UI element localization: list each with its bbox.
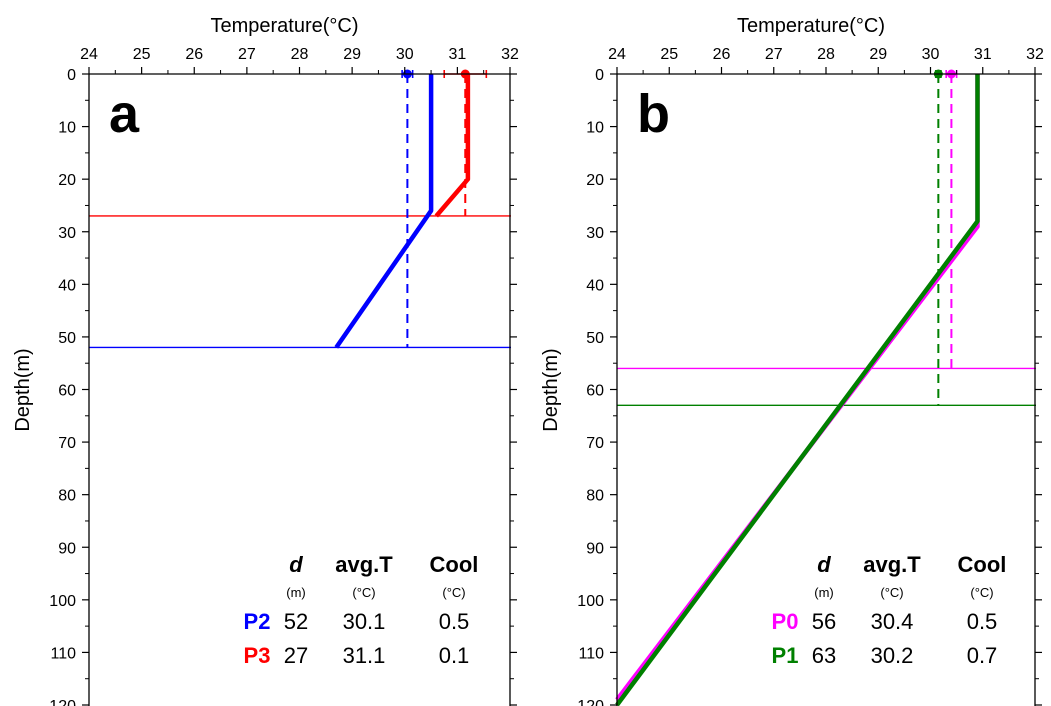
x-tick-label: 25: [660, 46, 678, 63]
table-cell-d: 52: [284, 609, 308, 634]
y-tick-label: 80: [586, 488, 604, 505]
x-tick-label: 30: [396, 46, 414, 63]
x-tick-label: 24: [80, 46, 98, 63]
y-tick-label: 80: [58, 488, 76, 505]
table-cell-avg-t: 30.2: [871, 643, 914, 668]
table-row-label: P2: [244, 609, 271, 634]
x-tick-label: 30: [922, 46, 940, 63]
table-header-avg-t: avg.T: [863, 552, 921, 577]
y-tick-label: 60: [586, 383, 604, 400]
y-tick-label: 30: [58, 225, 76, 242]
table-unit: (m): [814, 585, 834, 600]
table-cell-cool: 0.1: [439, 643, 470, 668]
y-tick-label: 0: [67, 67, 76, 84]
x-tick-label: 27: [765, 46, 783, 63]
y-tick-label: 90: [58, 540, 76, 557]
x-tick-label: 28: [291, 46, 309, 63]
table-cell-avg-t: 30.4: [871, 609, 914, 634]
table-unit: (°C): [442, 585, 465, 600]
y-tick-label: 50: [586, 330, 604, 347]
x-tick-label: 27: [238, 46, 256, 63]
x-axis-label: Temperature(°C): [737, 15, 885, 37]
table-cell-cool: 0.7: [967, 643, 998, 668]
y-tick-label: 70: [58, 435, 76, 452]
table-cell-d: 27: [284, 643, 308, 668]
y-tick-label: 100: [49, 593, 76, 610]
table-cell-cool: 0.5: [439, 609, 470, 634]
panel-b: 24 25 26 27 28 29 30 31 32 0 10 20 30 40 50 60 70 80 90 100…: [540, 15, 1044, 706]
y-tick-label: 100: [577, 593, 604, 610]
x-tick-label: 28: [817, 46, 835, 63]
profile-line-p1: [615, 74, 980, 706]
x-tick-label: 26: [185, 46, 203, 63]
x-axis-label: Temperature(°C): [210, 15, 358, 37]
table-header-d: d: [289, 552, 303, 577]
table-unit: (m): [286, 585, 306, 600]
x-tick-label: 25: [133, 46, 151, 63]
x-tick-label: 31: [448, 46, 466, 63]
y-tick-label: 30: [586, 225, 604, 242]
x-tick-label: 32: [501, 46, 519, 63]
x-tick-label: 26: [713, 46, 731, 63]
y-axis-label: Depth(m): [540, 348, 562, 431]
y-tick-label: 40: [58, 277, 76, 294]
table-unit: (°C): [880, 585, 903, 600]
table-cell-cool: 0.5: [967, 609, 998, 634]
profile-line-p0: [615, 74, 980, 702]
y-tick-label: 50: [58, 330, 76, 347]
y-tick-label: 40: [586, 277, 604, 294]
x-tick-label: 29: [869, 46, 887, 63]
profile-line-p3: [434, 74, 471, 218]
y-tick-label: 110: [578, 645, 604, 662]
table-cell-avg-t: 31.1: [343, 643, 386, 668]
y-tick-label: 10: [586, 120, 604, 137]
x-tick-label: 31: [974, 46, 992, 63]
y-tick-label: 20: [586, 172, 604, 189]
table-row-label: P3: [244, 643, 271, 668]
y-tick-label: 10: [58, 120, 76, 137]
y-tick-label: 0: [595, 67, 604, 84]
panel-label: b: [637, 84, 670, 144]
table-cell-d: 63: [812, 643, 836, 668]
y-tick-label: 120: [49, 698, 76, 706]
table-unit: (°C): [970, 585, 993, 600]
table-cell-avg-t: 30.1: [343, 609, 386, 634]
table-header-avg-t: avg.T: [335, 552, 393, 577]
table-header-d: d: [817, 552, 831, 577]
table-unit: (°C): [352, 585, 375, 600]
y-tick-label: 90: [586, 540, 604, 557]
y-tick-label: 60: [58, 383, 76, 400]
table-row-label: P0: [772, 609, 799, 634]
y-tick-label: 70: [586, 435, 604, 452]
y-tick-label: 120: [577, 698, 604, 706]
profile-line-p2: [334, 74, 434, 349]
x-tick-label: 29: [343, 46, 361, 63]
table-cell-d: 56: [812, 609, 836, 634]
table-header-cool: Cool: [430, 552, 479, 577]
x-tick-label: 32: [1026, 46, 1044, 63]
y-axis-label: Depth(m): [12, 348, 34, 431]
panel-label: a: [109, 84, 140, 144]
table-header-cool: Cool: [958, 552, 1007, 577]
y-tick-label: 20: [58, 172, 76, 189]
y-tick-label: 110: [50, 645, 76, 662]
x-tick-label: 24: [608, 46, 626, 63]
panel-a: 24 25 26 27 28 29 30 31 32 0 10 20 30 40 50 60 70 80 90 100…: [12, 15, 519, 706]
table-row-label: P1: [772, 643, 799, 668]
